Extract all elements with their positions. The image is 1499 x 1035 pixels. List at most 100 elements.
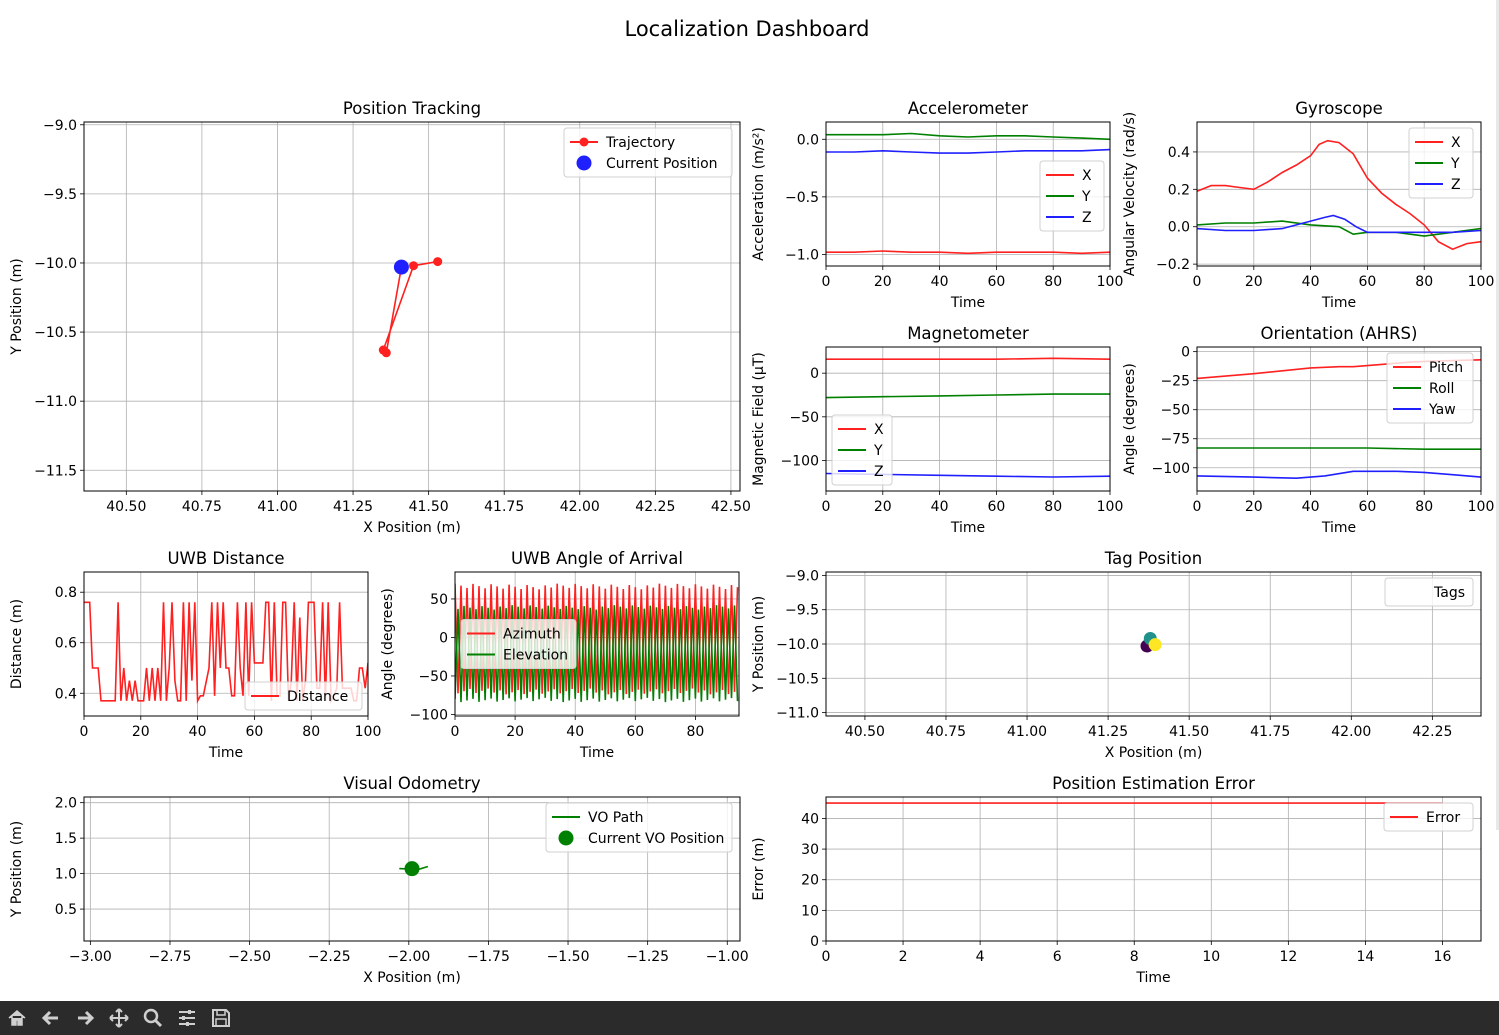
y-tick-label: 0.5 <box>55 902 77 918</box>
x-tick-label: 40 <box>931 274 949 290</box>
x-tick-label: 41.50 <box>1169 724 1209 740</box>
current-point <box>393 259 409 275</box>
plot-area <box>399 861 429 877</box>
legend-marker <box>576 155 592 171</box>
legend: XYZ <box>1039 160 1105 232</box>
chart-gyro: 0 20 40 60 80 100 0.4 0.2 0.0 −0.2 Gyroscope Time An… <box>1122 99 1494 311</box>
legend-box <box>545 802 733 853</box>
x-axis-label: Time <box>579 745 614 761</box>
legend-box <box>1384 577 1474 607</box>
y-tick-label: 20 <box>801 873 819 889</box>
chart-uwb_aoa: 0 20 40 60 80 50 0 −50 −100 UWB Angle of Arrival T… <box>380 549 740 761</box>
x-tick-label: 80 <box>687 724 705 740</box>
y-tick-label: 1.0 <box>55 867 77 883</box>
y-tick-label: 0 <box>810 934 819 950</box>
chart-title: UWB Angle of Arrival <box>511 549 683 568</box>
x-tick-label: 0 <box>822 949 831 965</box>
y-tick-label: −100 <box>781 453 819 469</box>
y-tick-label: 10 <box>801 903 819 919</box>
legend: XYZ <box>831 414 893 486</box>
y-tick-label: −10.5 <box>34 325 77 341</box>
x-tick-label: 40.75 <box>182 499 222 515</box>
x-tick-label: 20 <box>132 724 150 740</box>
x-axis-label: Time <box>1135 970 1170 986</box>
legend-label: X <box>1082 168 1092 184</box>
data-point <box>381 348 391 358</box>
legend-label: Tags <box>1433 585 1465 601</box>
back-button[interactable] <box>36 1003 66 1033</box>
legend-label: X <box>1451 135 1461 151</box>
legend-label: Yaw <box>1428 402 1456 418</box>
series-line <box>826 357 1110 360</box>
x-tick-label: 0 <box>80 724 89 740</box>
axes-frame <box>825 571 1482 717</box>
x-tick-label: 80 <box>1044 499 1062 515</box>
legend-marker <box>558 830 574 846</box>
chart-mag: 0 20 40 60 80 100 0 −50 −100 Magnetometer Time Magn… <box>751 324 1123 536</box>
arrow-left-icon <box>41 1010 58 1026</box>
x-tick-label: 60 <box>626 724 644 740</box>
legend: Trajectory Current Position <box>563 127 733 178</box>
y-tick-label: −0.2 <box>1156 257 1190 273</box>
x-tick-label: 40 <box>1302 499 1320 515</box>
home-icon <box>8 1010 26 1026</box>
x-tick-label: 40 <box>566 724 584 740</box>
legend: Azimuth Elevation <box>460 619 577 669</box>
series-line <box>1197 447 1481 450</box>
y-tick-label: 30 <box>801 842 819 858</box>
y-tick-label: 0.8 <box>55 585 77 601</box>
y-axis-label: Distance (m) <box>9 599 25 689</box>
series-line <box>1197 214 1481 234</box>
legend-label: Z <box>1451 177 1461 193</box>
x-tick-label: 40 <box>931 499 949 515</box>
save-button[interactable] <box>206 1003 236 1033</box>
y-tick-label: −11.0 <box>34 394 77 410</box>
zoom-button[interactable] <box>138 1003 168 1033</box>
chart-position: 40.50 40.75 41.00 41.25 41.50 41.75 42.00 42.25… <box>9 99 751 536</box>
legend-label: Current Position <box>606 156 718 172</box>
y-axis-label: Y Position (m) <box>751 596 767 694</box>
series-line <box>826 148 1110 154</box>
sliders-icon <box>179 1010 195 1026</box>
y-tick-label: 50 <box>430 592 448 608</box>
x-tick-label: 41.25 <box>1088 724 1128 740</box>
series-line <box>826 132 1110 141</box>
legend-label: Y <box>873 443 883 459</box>
x-tick-label: 60 <box>987 274 1005 290</box>
x-axis-label: Time <box>950 295 985 311</box>
x-tick-label: 16 <box>1434 949 1452 965</box>
series-line <box>84 601 368 704</box>
chart-title: Visual Odometry <box>343 774 481 793</box>
axes-frame <box>454 571 740 717</box>
x-tick-label: 42.00 <box>560 499 600 515</box>
zoom-icon <box>143 1008 163 1028</box>
legend: Error <box>1383 802 1474 832</box>
home-button[interactable] <box>2 1003 32 1033</box>
legend-label: Error <box>1426 810 1460 826</box>
x-tick-label: 20 <box>506 724 524 740</box>
arrow-right-icon <box>78 1010 95 1026</box>
x-tick-label: −2.75 <box>149 949 192 965</box>
pan-button[interactable] <box>104 1003 134 1033</box>
y-tick-label: −9.0 <box>785 568 819 584</box>
x-tick-label: 0 <box>822 274 831 290</box>
y-tick-label: −9.5 <box>43 187 77 203</box>
y-axis-label: Error (m) <box>751 837 767 900</box>
series-line <box>1197 139 1481 251</box>
forward-button[interactable] <box>70 1003 100 1033</box>
x-tick-label: 40.75 <box>926 724 966 740</box>
x-tick-label: 80 <box>1044 274 1062 290</box>
configure-subplots-button[interactable] <box>172 1003 202 1033</box>
legend-marker <box>579 137 589 147</box>
move-icon <box>109 1008 129 1028</box>
legend-label: Pitch <box>1429 360 1463 376</box>
legend-label: Z <box>874 464 884 480</box>
x-tick-label: 42.25 <box>635 499 675 515</box>
x-tick-label: 40.50 <box>106 499 146 515</box>
axes-frame <box>825 796 1482 942</box>
x-tick-label: 100 <box>355 724 382 740</box>
x-tick-label: −1.00 <box>706 949 749 965</box>
legend-label: Trajectory <box>605 135 675 151</box>
y-tick-label: −9.5 <box>785 603 819 619</box>
y-tick-label: −11.0 <box>776 706 819 722</box>
